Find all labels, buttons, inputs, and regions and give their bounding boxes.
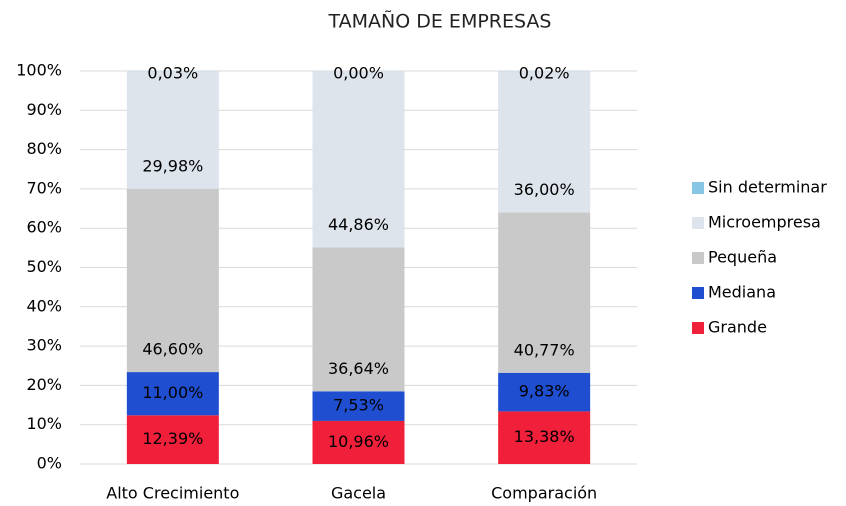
bar-segment bbox=[312, 420, 405, 464]
legend-label: Mediana bbox=[708, 283, 776, 302]
legend-label: Grande bbox=[708, 318, 767, 337]
data-label: 29,98% bbox=[142, 156, 203, 175]
data-label: 9,83% bbox=[519, 382, 570, 401]
data-label: 10,96% bbox=[328, 432, 389, 451]
data-label: 0,00% bbox=[333, 64, 384, 83]
bar-segment bbox=[312, 247, 405, 392]
x-tick-label: Alto Crecimiento bbox=[106, 484, 239, 503]
bar-segment bbox=[126, 188, 219, 373]
data-label: 40,77% bbox=[514, 340, 575, 359]
legend-label: Microempresa bbox=[708, 213, 821, 232]
y-tick-label: 20% bbox=[26, 375, 62, 394]
legend-swatch bbox=[692, 217, 704, 229]
legend-label: Pequeña bbox=[708, 248, 777, 267]
y-tick-label: 0% bbox=[37, 454, 62, 473]
data-label: 13,38% bbox=[514, 427, 575, 446]
data-label: 44,86% bbox=[328, 215, 389, 234]
y-tick-label: 100% bbox=[16, 61, 62, 80]
y-tick-label: 40% bbox=[26, 296, 62, 315]
bar-segment bbox=[498, 212, 591, 373]
data-label: 36,00% bbox=[514, 180, 575, 199]
y-tick-label: 90% bbox=[26, 100, 62, 119]
data-label: 12,39% bbox=[142, 429, 203, 448]
data-label: 7,53% bbox=[333, 396, 384, 415]
x-tick-label: Comparación bbox=[491, 484, 597, 503]
y-tick-label: 10% bbox=[26, 414, 62, 433]
data-label: 46,60% bbox=[142, 340, 203, 359]
y-tick-label: 50% bbox=[26, 257, 62, 276]
legend-swatch bbox=[692, 287, 704, 299]
bar-segment bbox=[312, 391, 405, 421]
bar-segment bbox=[126, 415, 219, 464]
bar-segment bbox=[498, 71, 591, 213]
legend-swatch bbox=[692, 322, 704, 334]
data-label: 36,64% bbox=[328, 359, 389, 378]
y-tick-label: 70% bbox=[26, 178, 62, 197]
bar-segment bbox=[498, 372, 591, 412]
legend-swatch bbox=[692, 182, 704, 194]
data-label: 0,02% bbox=[519, 64, 570, 83]
bar-segment bbox=[498, 411, 591, 464]
bar-segment bbox=[126, 372, 219, 416]
data-label: 11,00% bbox=[142, 383, 203, 402]
bar-segment bbox=[126, 71, 219, 189]
x-tick-label: Gacela bbox=[331, 484, 386, 503]
y-tick-label: 60% bbox=[26, 218, 62, 237]
y-tick-label: 30% bbox=[26, 336, 62, 355]
chart-title: TAMAÑO DE EMPRESAS bbox=[328, 10, 552, 33]
y-tick-label: 80% bbox=[26, 139, 62, 158]
bar-segment bbox=[312, 71, 405, 248]
legend-label: Sin determinar bbox=[708, 178, 827, 197]
data-label: 0,03% bbox=[147, 64, 198, 83]
legend-swatch bbox=[692, 252, 704, 264]
